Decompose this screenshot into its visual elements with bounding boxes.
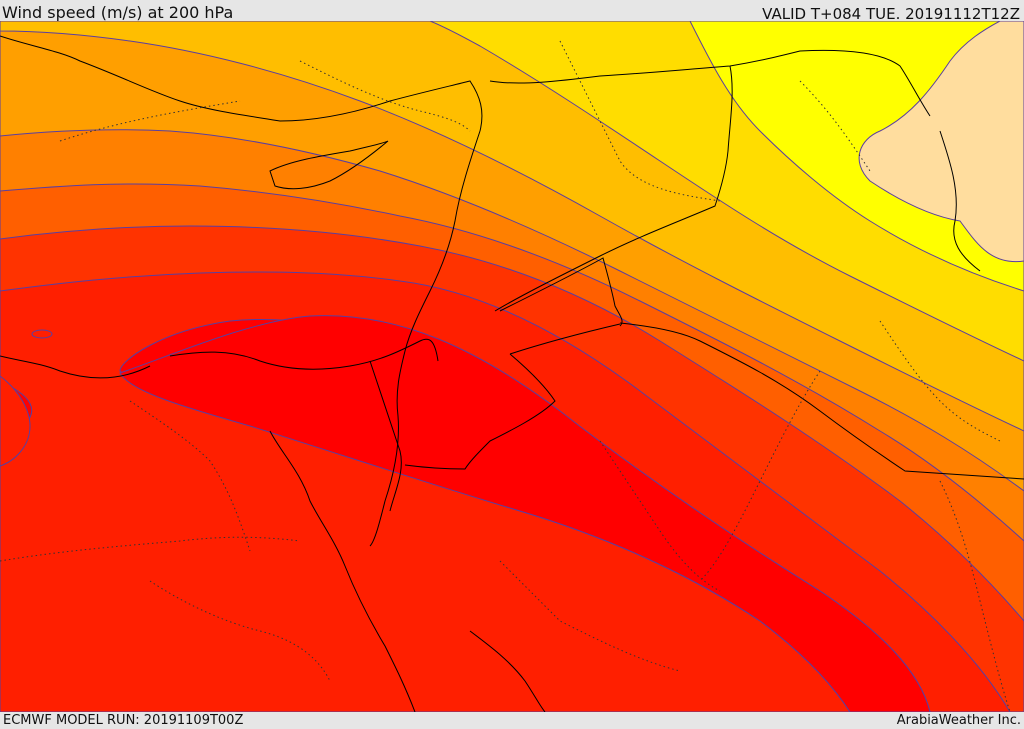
jet-core-outline — [119, 315, 931, 712]
coastlines — [0, 35, 1024, 712]
footer-bar: ECMWF MODEL RUN: 20191109T00Z ArabiaWeat… — [0, 712, 1024, 729]
credit-label: ArabiaWeather Inc. — [896, 713, 1021, 728]
header-bar: Wind speed (m/s) at 200 hPa VALID T+084 … — [0, 0, 1024, 23]
map-title: Wind speed (m/s) at 200 hPa — [2, 3, 234, 22]
wind-speed-map — [0, 21, 1024, 712]
model-run-label: ECMWF MODEL RUN: 20191109T00Z — [3, 713, 244, 728]
admin-borders — [0, 40, 1011, 712]
valid-time: VALID T+084 TUE. 20191112T12Z — [762, 5, 1020, 23]
contour-blob — [31, 329, 53, 339]
contour-west-lobe — [0, 375, 31, 467]
